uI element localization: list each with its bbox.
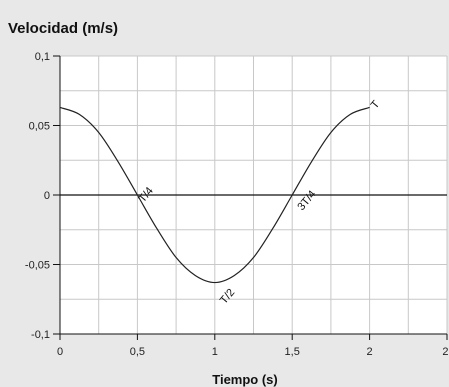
velocity-curve [59,106,370,284]
x-tick-label: 2, [442,346,449,358]
x-tick-label: 2 [367,346,373,358]
x-tick-label: 0,5 [130,346,145,358]
x-tick-label: 1 [212,346,218,358]
y-tick-label: -0,05 [25,260,50,272]
tick-labels: 0,1 0,05 0 -0,05 -0,1 0 0,5 1 1,5 2 2, [25,51,449,358]
x-tick-label: 1,5 [285,346,300,358]
y-tick-label: 0,1 [35,51,50,63]
y-tick-label: -0,1 [31,329,50,341]
axes [53,55,448,340]
x-axis-title: Tiempo (s) [212,372,278,387]
y-tick-label: 0 [44,190,50,202]
chart-title: Velocidad (m/s) [8,20,118,37]
x-tick-label: 0 [57,346,63,358]
series-layer [59,106,370,284]
y-tick-label: 0,05 [29,121,50,133]
